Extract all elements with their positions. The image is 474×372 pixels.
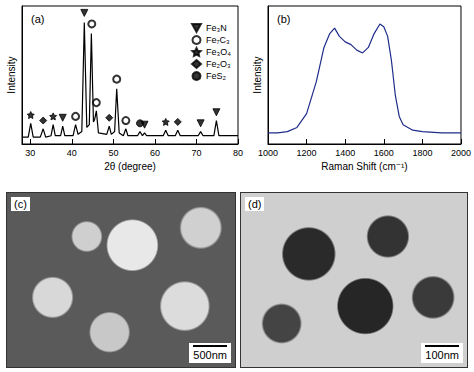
svg-text:60: 60 [150, 148, 160, 158]
svg-text:(a): (a) [31, 13, 44, 25]
svg-text:Fe₂O₃: Fe₂O₃ [206, 59, 231, 69]
svg-text:FeS₂: FeS₂ [206, 71, 227, 81]
svg-text:30: 30 [25, 148, 35, 158]
svg-text:1000: 1000 [258, 148, 278, 158]
svg-text:2000: 2000 [451, 148, 471, 158]
svg-text:1800: 1800 [412, 148, 432, 158]
svg-text:Fe₃N: Fe₃N [206, 23, 227, 33]
svg-text:80: 80 [233, 148, 243, 158]
svg-text:Fe₇C₃: Fe₇C₃ [206, 35, 230, 45]
html-text:(d): (d) [248, 198, 262, 210]
svg-text:Intensity: Intensity [252, 56, 263, 93]
svg-text:1200: 1200 [297, 148, 317, 158]
html-text:(c): (c) [14, 198, 27, 210]
svg-text:Intensity: Intensity [6, 56, 17, 93]
svg-text:(b): (b) [277, 13, 290, 25]
svg-text:1400: 1400 [335, 148, 355, 158]
svg-text:70: 70 [191, 148, 201, 158]
html-text:100nm: 100nm [425, 349, 459, 361]
html-text:500nm: 500nm [193, 349, 227, 361]
svg-text:50: 50 [108, 148, 118, 158]
svg-text:40: 40 [67, 148, 77, 158]
svg-text:2θ (degree): 2θ (degree) [104, 161, 156, 172]
svg-text:Raman Shift (cm⁻¹): Raman Shift (cm⁻¹) [321, 161, 407, 172]
svg-text:Fe₃O₄: Fe₃O₄ [206, 47, 231, 57]
svg-text:1600: 1600 [374, 148, 394, 158]
